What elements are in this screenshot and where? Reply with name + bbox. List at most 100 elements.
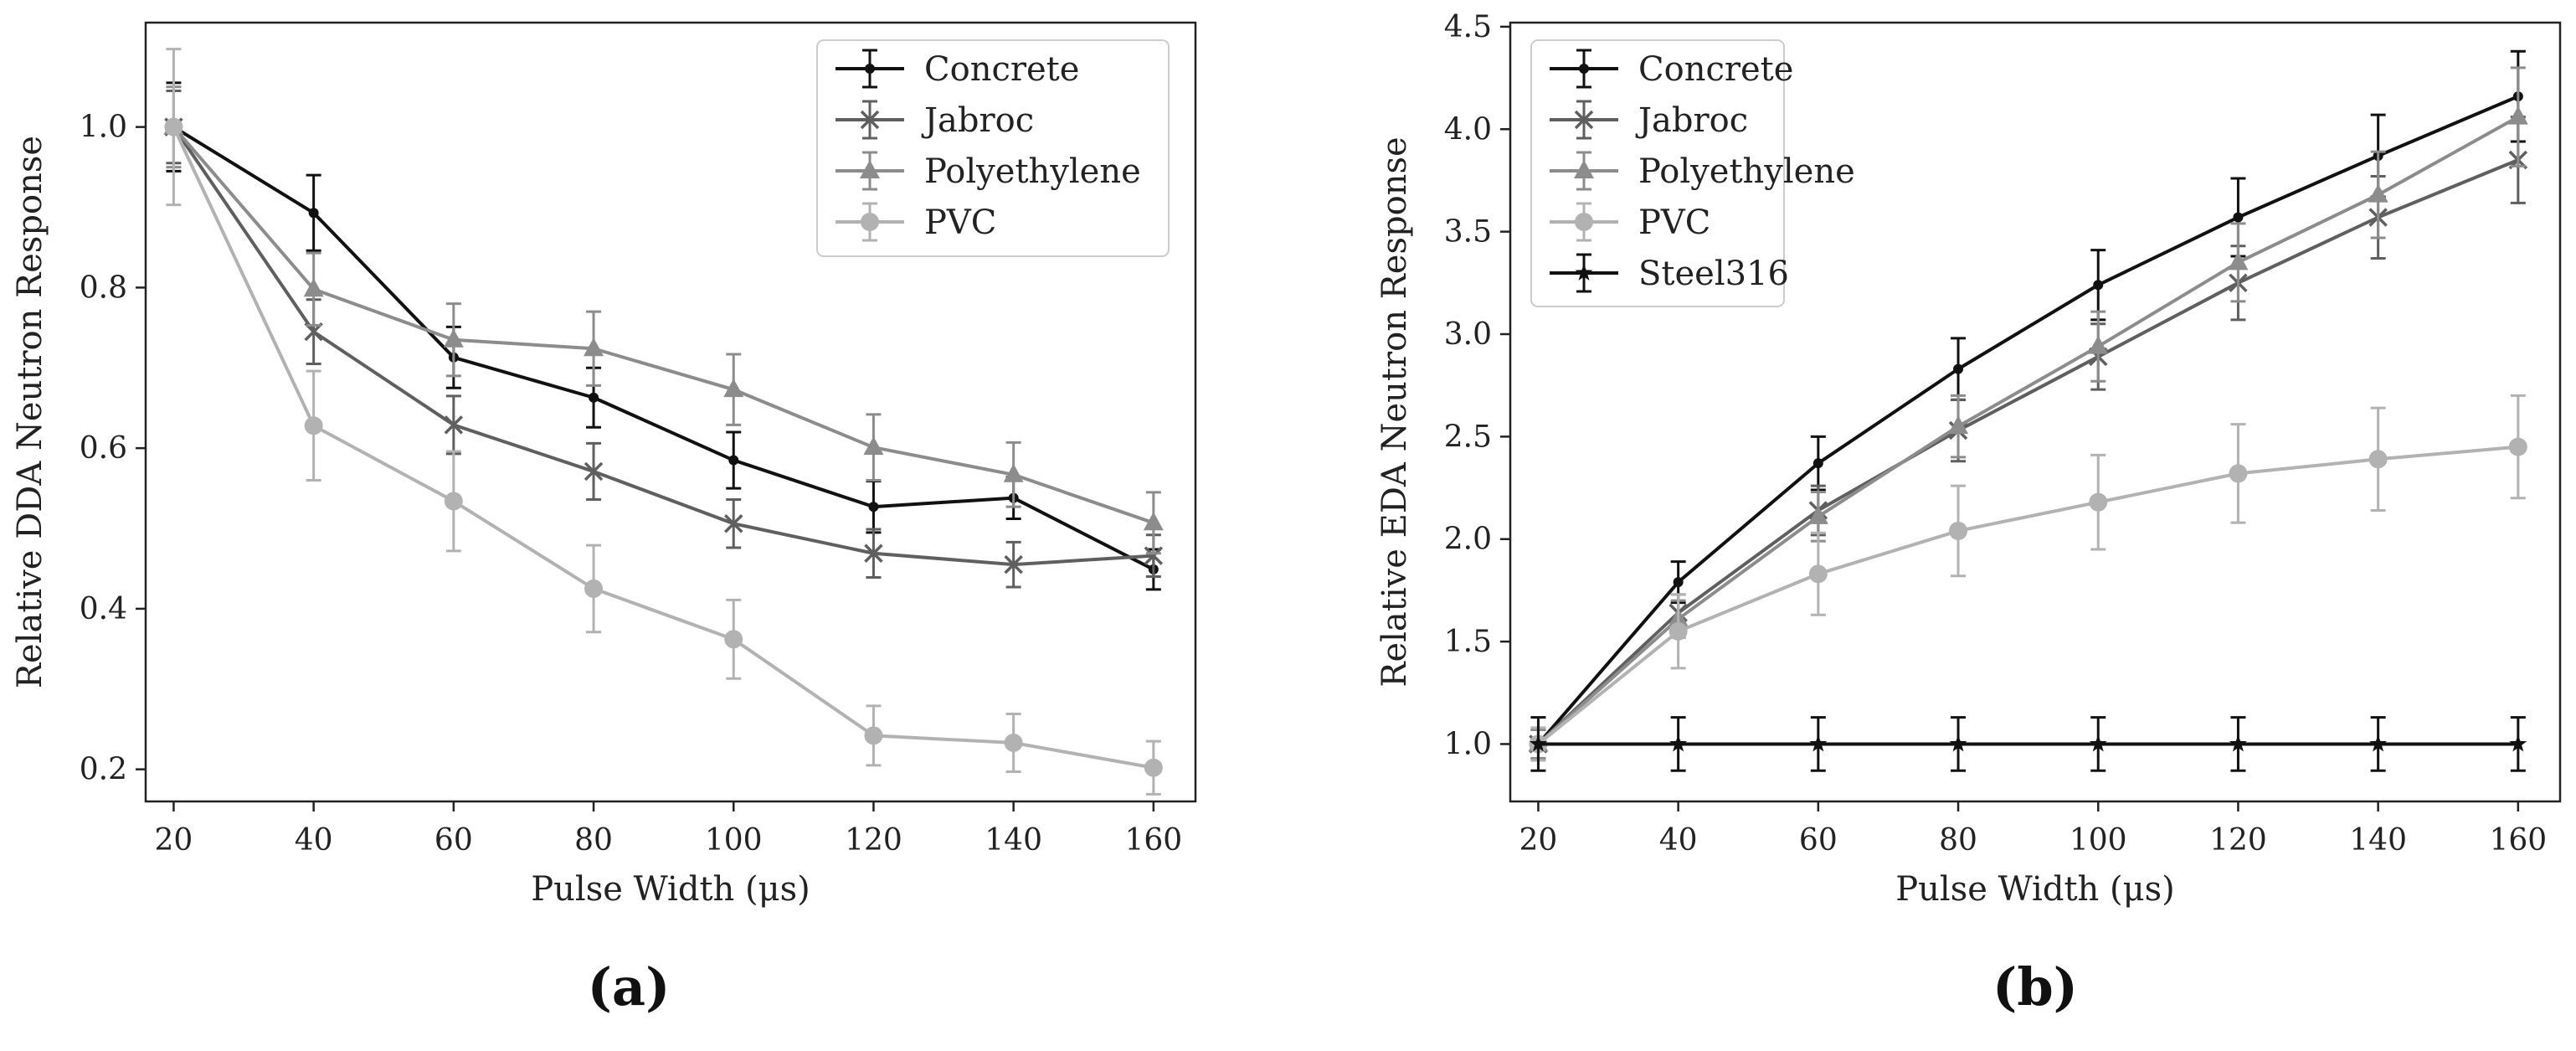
x-axis-label-b: Pulse Width (μs) [1895, 870, 2174, 909]
data-point-polyethylene [2228, 251, 2249, 270]
x-axis-label-a: Pulse Width (μs) [531, 870, 810, 909]
legend-a: Concrete Jabroc Polyethylene PVC [816, 39, 1170, 257]
legend-b: Concrete Jabroc Polyethylene PVC Steel316 [1530, 39, 1855, 307]
data-point-polyethylene [443, 328, 464, 348]
data-point-polyethylene [863, 436, 884, 456]
data-point-polyethylene [584, 337, 604, 357]
x-tick-label-b: 160 [2489, 823, 2547, 858]
legend-label-pvc: PVC [1638, 204, 1710, 242]
legend-marker-jabroc [1574, 110, 1594, 130]
legend-entry-pvc: PVC [836, 202, 996, 242]
y-tick-label-b: 1.5 [1444, 625, 1492, 659]
legend-marker-concrete [865, 64, 875, 74]
legend-entry-concrete: Concrete [1550, 49, 1793, 89]
data-point-jabroc [1004, 554, 1023, 574]
y-tick-label-b: 3.0 [1444, 317, 1492, 352]
data-point-pvc [444, 492, 463, 511]
y-tick-label-b: 2.0 [1444, 523, 1492, 557]
x-tick-label-b: 40 [1659, 823, 1698, 858]
y-axis-label-a: Relative DDA Neutron Response [11, 136, 49, 688]
series-concrete-a [166, 81, 1161, 591]
series-pvc-a [164, 48, 1163, 796]
legend-marker-pvc [861, 213, 879, 231]
legend-marker-jabroc [860, 110, 880, 130]
legend-entry-polyethylene: Polyethylene [1550, 151, 1855, 191]
data-point-concrete [589, 392, 599, 403]
data-point-jabroc [1144, 546, 1164, 565]
x-tick-label-a: 20 [155, 823, 193, 858]
data-point-polyethylene [1807, 505, 1828, 524]
panel-label-b: (b) [1992, 956, 2078, 1018]
legend-label-concrete: Concrete [1638, 50, 1793, 89]
plot-frame-a [144, 21, 1197, 803]
panel-label-a: (a) [588, 956, 671, 1018]
x-tick-label-a: 40 [295, 823, 333, 858]
legend-label-steel316: Steel316 [1638, 255, 1789, 293]
legend-label-polyethylene: Polyethylene [1638, 152, 1855, 191]
data-point-pvc [1668, 621, 1688, 641]
legend-box-b [1530, 39, 1785, 307]
x-tick-label-b: 20 [1519, 823, 1558, 858]
data-point-pvc [864, 726, 883, 745]
panel-a: 20 40 60 80 100 120 140 160 0.2 0.4 0.6 0.8 1.0 Pulse… [11, 21, 1197, 909]
series-line-jabroc [172, 126, 1154, 567]
data-point-pvc [1004, 734, 1023, 753]
data-point-polyethylene [303, 278, 324, 297]
legend-marker-concrete [1579, 64, 1589, 74]
x-tick-label-a: 120 [845, 823, 902, 858]
data-point-concrete [1953, 363, 1964, 374]
y-tick-label-a: 0.8 [80, 270, 127, 305]
plot-frame-b [1509, 21, 2562, 803]
data-point-pvc [304, 416, 323, 435]
legend-marker-steel316 [1575, 264, 1593, 281]
y-tick-label-b: 4.5 [1444, 10, 1492, 44]
data-point-steel316 [2089, 734, 2107, 752]
legend-marker-polyethylene [860, 160, 880, 178]
series-line-pvc [172, 126, 1154, 770]
data-point-concrete [1812, 458, 1823, 469]
legend-marker-polyethylene [1574, 160, 1594, 178]
data-point-concrete [728, 455, 739, 466]
panel-b: 20 40 60 80 100 120 140 160 1.0 1.5 2.0 2.5 3.0 3.5 4.… [1375, 10, 2562, 909]
y-axis-label-b: Relative EDA Neutron Response [1375, 137, 1414, 687]
x-tick-label-a: 60 [434, 823, 473, 858]
series-steel316-b [1529, 716, 2527, 772]
x-tick-label-b: 80 [1939, 823, 1977, 858]
data-point-polyethylene [2088, 335, 2109, 354]
legend-box-a [816, 39, 1170, 257]
legend-marker-pvc [1575, 213, 1593, 231]
data-point-concrete [308, 208, 319, 219]
legend-label-concrete: Concrete [924, 50, 1079, 89]
series-line-concrete [1536, 95, 2519, 745]
data-point-steel316 [1529, 734, 1547, 752]
data-point-steel316 [2369, 734, 2388, 752]
data-point-pvc [724, 630, 743, 649]
x-tick-label-b: 100 [2070, 823, 2127, 858]
legend-label-polyethylene: Polyethylene [924, 152, 1141, 191]
legend-entry-steel316: Steel316 [1550, 253, 1789, 293]
y-tick-label-b: 1.0 [1444, 727, 1492, 761]
x-tick-label-b: 60 [1799, 823, 1838, 858]
y-tick-label-b: 2.5 [1444, 420, 1492, 454]
data-point-steel316 [2229, 734, 2247, 752]
data-point-pvc [1949, 521, 1968, 540]
data-point-steel316 [1669, 734, 1688, 752]
data-point-pvc [164, 117, 183, 137]
data-point-jabroc [444, 415, 464, 435]
x-tick-label-b: 140 [2349, 823, 2407, 858]
data-point-jabroc [584, 461, 604, 482]
y-tick-label-b: 3.5 [1444, 215, 1492, 250]
x-tick-label-b: 120 [2209, 823, 2267, 858]
x-tick-label-a: 100 [705, 823, 763, 858]
data-point-pvc [2368, 450, 2388, 469]
legend-label-pvc: PVC [924, 204, 996, 242]
data-point-pvc [2229, 464, 2248, 483]
legend-entry-pvc: PVC [1550, 202, 1710, 242]
x-tick-label-a: 160 [1124, 823, 1182, 858]
y-tick-label-a: 0.4 [80, 592, 127, 626]
data-point-pvc [584, 579, 604, 598]
data-point-polyethylene [723, 379, 744, 398]
data-point-polyethylene [2507, 106, 2528, 125]
data-point-pvc [2508, 437, 2527, 456]
